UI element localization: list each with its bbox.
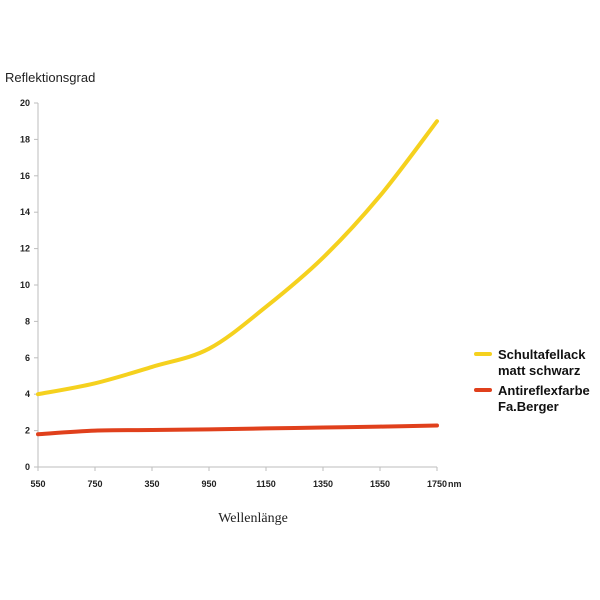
- y-tick-label: 2: [25, 426, 30, 436]
- y-tick-label: 6: [25, 353, 30, 363]
- series-line-2: [36, 423, 439, 437]
- y-axis-title: Reflektionsgrad: [5, 70, 95, 85]
- y-tick-label: 8: [25, 316, 30, 326]
- x-tick-label: 1750: [427, 479, 447, 489]
- x-tick-label: 950: [201, 479, 216, 489]
- series-line-1: [36, 119, 439, 397]
- x-tick-label: 350: [144, 479, 159, 489]
- y-tick-label: 14: [20, 207, 30, 217]
- y-axis-ticks: 0 2 4 6 8 10 12 14 16 18 20: [20, 98, 38, 472]
- y-tick-label: 0: [25, 462, 30, 472]
- legend-label-2: Antireflexfarbe: [498, 383, 590, 398]
- x-tick-label: 1350: [313, 479, 333, 489]
- y-tick-label: 20: [20, 98, 30, 108]
- y-tick-label: 18: [20, 134, 30, 144]
- x-axis-ticks: 550 750 350 950 1150 1350 1550 1750: [30, 467, 447, 489]
- x-tick-label: 550: [30, 479, 45, 489]
- axes: [37, 103, 437, 468]
- x-tick-label: 1150: [256, 479, 276, 489]
- y-tick-label: 12: [20, 244, 30, 254]
- x-axis-unit: nm: [448, 479, 462, 489]
- legend-label-1: Schultafellack: [498, 347, 586, 362]
- x-axis-title: Wellenlänge: [218, 511, 288, 526]
- legend-label-1: matt schwarz: [498, 363, 581, 378]
- y-tick-label: 16: [20, 171, 30, 181]
- x-tick-label: 750: [87, 479, 102, 489]
- x-tick-label: 1550: [370, 479, 390, 489]
- y-tick-label: 4: [25, 389, 30, 399]
- series-lines: [36, 119, 439, 437]
- legend-label-2: Fa.Berger: [498, 399, 559, 414]
- y-tick-label: 10: [20, 280, 30, 290]
